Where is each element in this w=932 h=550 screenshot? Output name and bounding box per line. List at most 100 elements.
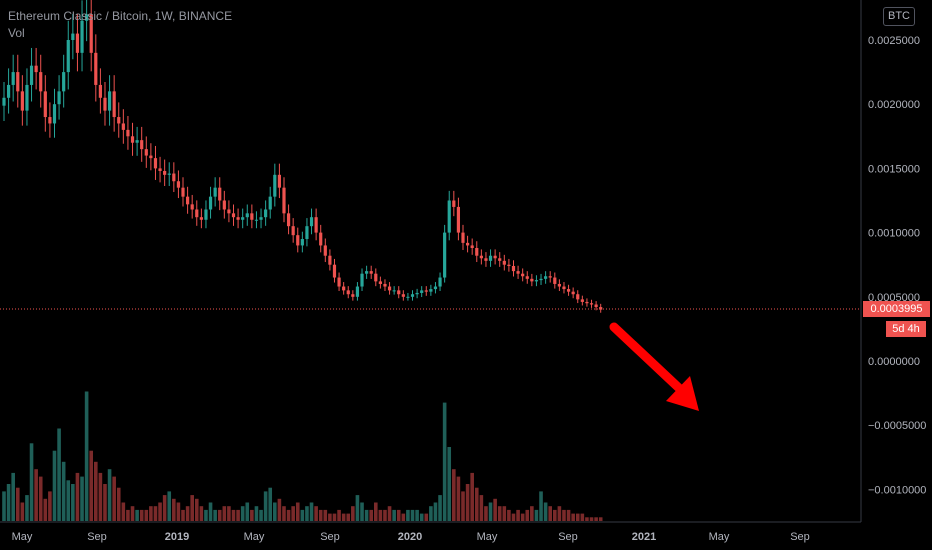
volume-bar — [29, 443, 34, 521]
candle-body — [245, 213, 249, 218]
candle-body — [236, 217, 240, 220]
volume-bar — [442, 402, 447, 521]
x-tick-label: Sep — [558, 531, 578, 543]
candle-body — [204, 209, 208, 220]
x-tick-label: 2019 — [165, 531, 189, 543]
x-tick-label: May — [244, 531, 265, 543]
volume-bar — [66, 480, 71, 521]
candle-body — [208, 196, 213, 210]
volume-bar — [6, 484, 11, 521]
candle-body — [71, 33, 75, 40]
candle-body — [387, 286, 392, 291]
volume-indicator-label[interactable]: Vol — [8, 26, 25, 40]
volume-bar — [516, 509, 520, 521]
candle-body — [254, 219, 259, 221]
volume-bar — [373, 502, 378, 521]
volume-bar — [291, 506, 295, 521]
currency-badge[interactable]: BTC — [883, 7, 915, 26]
volume-bar — [204, 509, 208, 521]
volume-bar — [199, 506, 204, 521]
candle-body — [172, 173, 176, 182]
volume-bar — [355, 495, 360, 521]
volume-bar — [176, 502, 181, 521]
candle-body — [167, 173, 171, 175]
candle-body — [264, 209, 268, 218]
candle-body — [94, 52, 98, 85]
volume-bar — [43, 498, 48, 521]
volume-bar — [594, 517, 598, 521]
candle-body — [516, 271, 520, 274]
candle-body — [190, 204, 194, 210]
volume-bar — [456, 476, 461, 521]
candle-body — [282, 187, 286, 214]
candle-body — [296, 235, 300, 246]
candle-body — [34, 65, 38, 73]
volume-bar — [429, 506, 433, 521]
volume-bar — [94, 461, 98, 521]
volume-bar — [80, 476, 84, 521]
candle-body — [48, 117, 52, 124]
candle-body — [323, 245, 327, 256]
candle-body — [286, 213, 291, 227]
volume-bar — [502, 506, 507, 521]
volume-bar — [383, 509, 387, 521]
volume-bar — [194, 498, 199, 521]
candle-body — [374, 273, 378, 282]
volume-bar — [236, 509, 240, 521]
volume-bar — [75, 472, 80, 521]
volume-bar — [25, 495, 29, 521]
candle-body — [511, 265, 516, 272]
x-tick-label: 2020 — [398, 531, 422, 543]
volume-bar — [305, 506, 309, 521]
arrow-head — [666, 376, 699, 411]
candle-body — [433, 286, 438, 290]
down-arrow-annotation[interactable] — [609, 322, 699, 411]
candle-body — [443, 232, 447, 278]
candle-body — [599, 307, 603, 310]
volume-bar — [566, 509, 571, 521]
candle-body — [126, 129, 130, 137]
candle-body — [493, 255, 497, 259]
candle-body — [332, 264, 337, 278]
candle-body — [498, 258, 502, 261]
candle-body — [195, 209, 199, 218]
volume-bar — [84, 391, 89, 521]
volume-bar — [282, 506, 286, 521]
volume-bar — [268, 487, 273, 521]
candle-body — [530, 278, 534, 282]
y-tick-label: −0.0005000 — [868, 420, 926, 432]
volume-bar — [396, 509, 401, 521]
candle-body — [488, 255, 493, 261]
candle-body — [227, 209, 231, 214]
volume-bar — [465, 484, 470, 521]
candle-body — [401, 294, 405, 297]
volume-bar — [158, 502, 162, 521]
candle-body — [369, 271, 373, 274]
volume-bar — [250, 509, 254, 521]
volume-bar — [149, 506, 153, 521]
candle-body — [521, 273, 525, 277]
volume-bar — [575, 513, 580, 521]
volume-bar — [530, 506, 534, 521]
volume-bar — [392, 509, 396, 521]
volume-bar — [580, 513, 585, 521]
candle-body — [594, 304, 598, 308]
volume-bar — [438, 495, 442, 521]
y-tick-label: 0.0020000 — [868, 99, 920, 111]
volume-bar — [571, 513, 575, 521]
candle-body — [470, 245, 474, 249]
volume-bar — [534, 509, 539, 521]
candle-body — [158, 168, 162, 171]
y-tick-label: 0.0000000 — [868, 356, 920, 368]
candle-body — [534, 280, 539, 282]
candle-body — [181, 187, 185, 197]
volume-bar — [240, 506, 245, 521]
volume-bar — [470, 472, 474, 521]
volume-bar — [20, 502, 25, 521]
x-tick-label: May — [477, 531, 498, 543]
candle-body — [153, 158, 158, 169]
volume-bar — [553, 509, 557, 521]
volume-bar — [525, 509, 530, 521]
volume-bar — [300, 509, 305, 521]
